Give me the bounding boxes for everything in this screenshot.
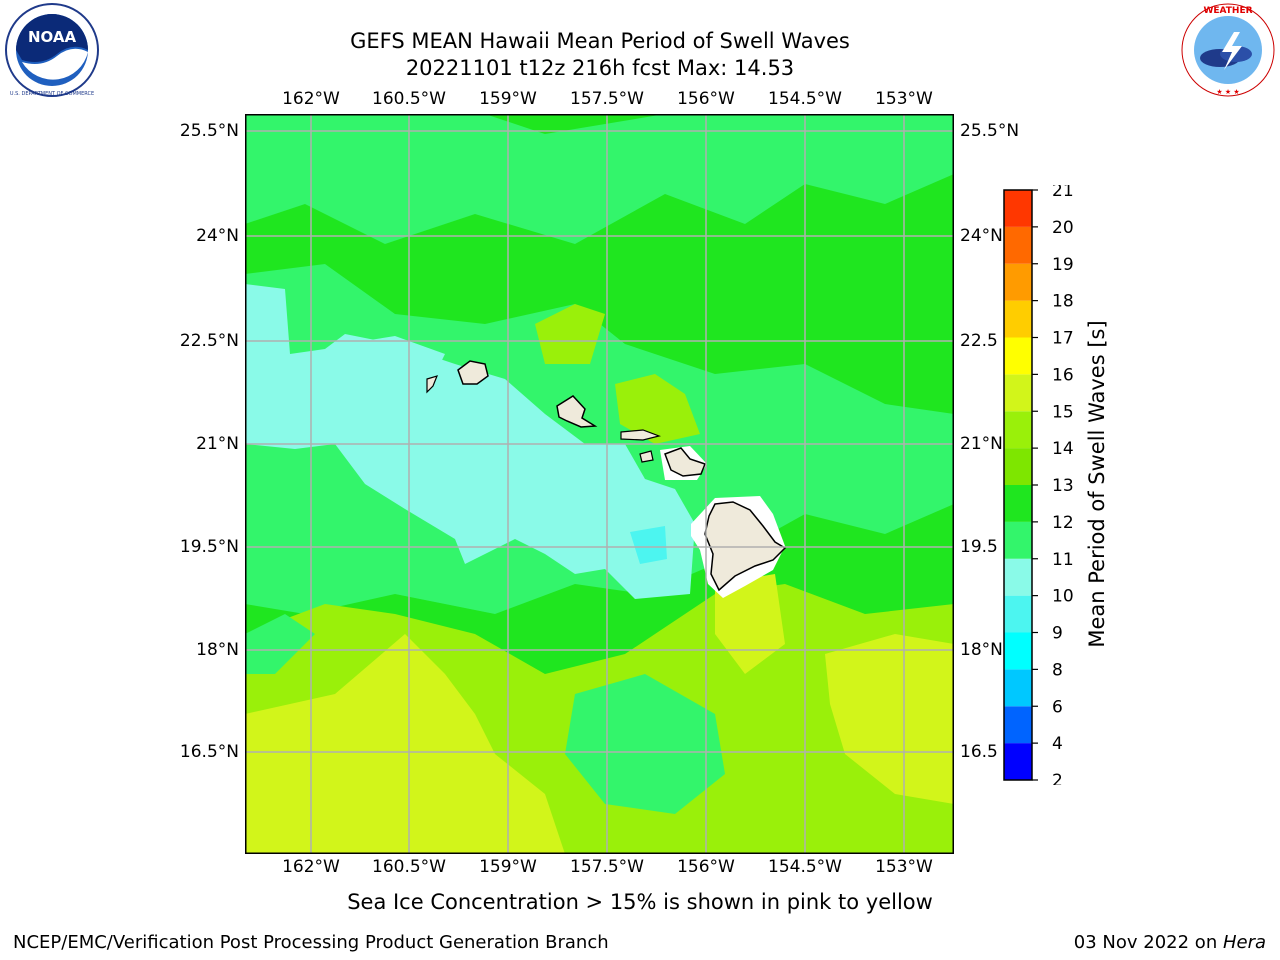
lon-label-bottom: 156°W (677, 857, 735, 877)
colorbar-swatch (1004, 300, 1032, 338)
lon-label-bottom: 153°W (875, 857, 933, 877)
colorbar-tick-label: 11 (1052, 550, 1074, 570)
footer-branch: NCEP/EMC/Verification Post Processing Pr… (13, 932, 609, 953)
island-kauai (457, 360, 489, 385)
colorbar-tick-label: 10 (1052, 587, 1074, 607)
colorbar-tick-label: 14 (1052, 439, 1074, 459)
colorbar-tick-label: 21 (1052, 185, 1074, 201)
lon-label-bottom: 160.5°W (372, 857, 446, 877)
map-title-line2: 20221101 t12z 216h fcst Max: 14.53 (405, 56, 795, 80)
field-region-cyan-9-10 (345, 336, 445, 374)
colorbar-swatch (1004, 374, 1032, 412)
colorbar-tick-label: 9 (1052, 624, 1063, 644)
colorbar-tick-label: 2 (1052, 771, 1063, 785)
colorbar-swatch (1004, 485, 1032, 522)
colorbar-tick-label: 8 (1052, 660, 1063, 680)
lat-label-left: 24°N (196, 226, 239, 246)
colorbar-label: Mean Period of Swell Waves [s] (1085, 320, 1109, 648)
colorbar-tick-label: 16 (1052, 365, 1074, 385)
field-region-green-10-11 (245, 114, 954, 244)
lat-label-left: 25.5°N (179, 121, 239, 141)
colorbar-swatch (1004, 558, 1032, 596)
colorbar-tick-label: 20 (1052, 218, 1074, 238)
lon-label-top: 153°W (875, 89, 933, 109)
footer-host: Hera (1222, 932, 1266, 953)
island-niihau (426, 375, 439, 394)
colorbar: 2 4 6 8 9 10 11 12 13 14 15 16 17 18 19 20 21 (1003, 185, 1074, 785)
svg-text:★ ★ ★: ★ ★ ★ (1216, 88, 1239, 96)
island-big-island (704, 501, 787, 592)
colorbar-tick-label: 13 (1052, 476, 1074, 496)
colorbar-tick-label: 19 (1052, 255, 1074, 275)
field-region-lime-12-13 (615, 374, 700, 444)
lat-label-right: 24°N (960, 226, 1003, 246)
lon-label-bottom: 154.5°W (768, 857, 842, 877)
field-region-cyan-9-10 (245, 284, 695, 599)
island-maui (664, 447, 706, 477)
colorbar-swatch (1004, 226, 1032, 264)
field-region-green-10-11 (565, 674, 725, 814)
lat-label-right: 19.5 (960, 537, 998, 557)
island-lanai (639, 450, 654, 463)
colorbar-swatch (1004, 743, 1032, 780)
colorbar-swatch (1004, 190, 1032, 227)
colorbar-swatch (1004, 521, 1032, 559)
lat-label-left: 18°N (196, 640, 239, 660)
lon-label-top: 154.5°W (768, 89, 842, 109)
svg-text:WEATHER: WEATHER (1203, 6, 1252, 16)
lon-label-top: 157.5°W (570, 89, 644, 109)
colorbar-tick-label: 12 (1052, 513, 1074, 533)
colorbar-tick-label: 18 (1052, 292, 1074, 312)
nws-logo: WEATHER ★ ★ ★ (1181, 3, 1275, 97)
lat-label-left: 21°N (196, 434, 239, 454)
lon-label-top: 160.5°W (372, 89, 446, 109)
field-region-green-10-11 (245, 614, 315, 674)
colorbar-tick-label: 15 (1052, 402, 1074, 422)
lon-label-top: 159°W (479, 89, 537, 109)
lon-label-top: 156°W (677, 89, 735, 109)
field-region-cyan-8-9 (630, 526, 667, 564)
colorbar-swatch (1004, 706, 1032, 744)
lat-label-left: 19.5°N (179, 537, 239, 557)
lon-label-top: 162°W (282, 89, 340, 109)
lat-label-left: 16.5°N (179, 742, 239, 762)
island-molokai (620, 429, 662, 441)
footer-date: 03 Nov 2022 on Hera (1074, 932, 1266, 953)
colorbar-swatch (1004, 595, 1032, 633)
map-title-line1: GEFS MEAN Hawaii Mean Period of Swell Wa… (350, 29, 850, 53)
lat-label-left: 22.5°N (179, 331, 239, 351)
field-region-lime-12-13 (535, 304, 605, 364)
footer-date-text: 03 Nov 2022 on (1073, 932, 1223, 953)
lat-label-right: 21°N (960, 434, 1003, 454)
lon-label-bottom: 162°W (282, 857, 340, 877)
colorbar-tick-label: 17 (1052, 329, 1074, 349)
svg-text:NOAA: NOAA (28, 28, 77, 46)
lat-label-right: 25.5°N (960, 121, 1020, 141)
colorbar-tick-label: 4 (1052, 734, 1063, 754)
colorbar-swatch (1004, 669, 1032, 707)
swell-period-map (245, 114, 954, 854)
colorbar-swatch (1004, 337, 1032, 375)
map-gridlines (245, 114, 954, 854)
field-region-yellow-13-14 (825, 634, 954, 804)
colorbar-swatch (1004, 411, 1032, 449)
colorbar-swatch (1004, 263, 1032, 301)
colorbar-swatch (1004, 632, 1032, 670)
lon-label-bottom: 157.5°W (570, 857, 644, 877)
noaa-logo: NOAA U.S. DEPARTMENT OF COMMERCE (5, 3, 99, 97)
svg-text:U.S. DEPARTMENT OF COMMERCE: U.S. DEPARTMENT OF COMMERCE (10, 91, 94, 97)
island-oahu (556, 395, 598, 428)
field-region-yellow-13-14 (715, 574, 785, 674)
lat-label-right: 22.5 (960, 331, 998, 351)
field-region-yellow-13-14 (245, 634, 565, 854)
colorbar-swatch (1004, 448, 1032, 485)
lon-label-bottom: 159°W (479, 857, 537, 877)
lat-label-right: 18°N (960, 640, 1003, 660)
sea-ice-note: Sea Ice Concentration > 15% is shown in … (347, 890, 933, 914)
colorbar-tick-label: 6 (1052, 697, 1063, 717)
lat-label-right: 16.5 (960, 742, 998, 762)
